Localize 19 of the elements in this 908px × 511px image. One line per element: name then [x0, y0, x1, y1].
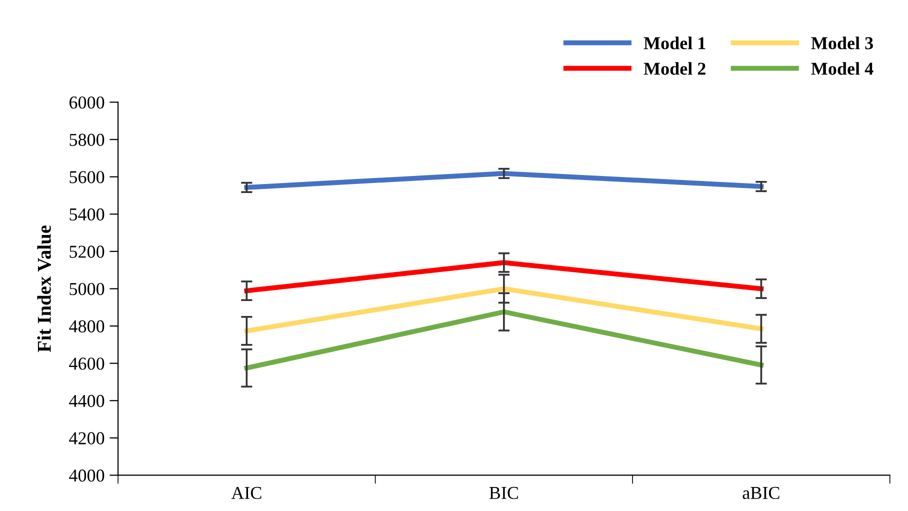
y-tick-label: 5200 — [70, 246, 104, 258]
legend-label: Model 2 — [644, 62, 706, 75]
y-tick-label: 4600 — [69, 358, 104, 370]
legend-label: Model 3 — [811, 36, 873, 50]
x-tick-label: AIC — [231, 486, 262, 500]
y-tick-label: 4400 — [69, 394, 104, 408]
legend-label: Model 4 — [811, 62, 874, 75]
y-tick-label: 5600 — [70, 171, 104, 184]
y-tick-label: 5800 — [70, 134, 104, 146]
y-tick-label: 4800 — [69, 320, 104, 332]
y-tick-label: 5000 — [70, 282, 104, 296]
y-tick-label: 6000 — [70, 96, 104, 109]
x-tick-label: BIC — [489, 486, 518, 500]
legend-label: Model 1 — [644, 36, 706, 50]
y-tick-label: 5400 — [70, 208, 104, 221]
y-tick-label: 4200 — [69, 432, 104, 444]
y-tick-label: 4000 — [69, 469, 104, 482]
x-tick-label: aBIC — [742, 486, 780, 500]
y-axis-title: Fit Index Value — [37, 225, 51, 352]
